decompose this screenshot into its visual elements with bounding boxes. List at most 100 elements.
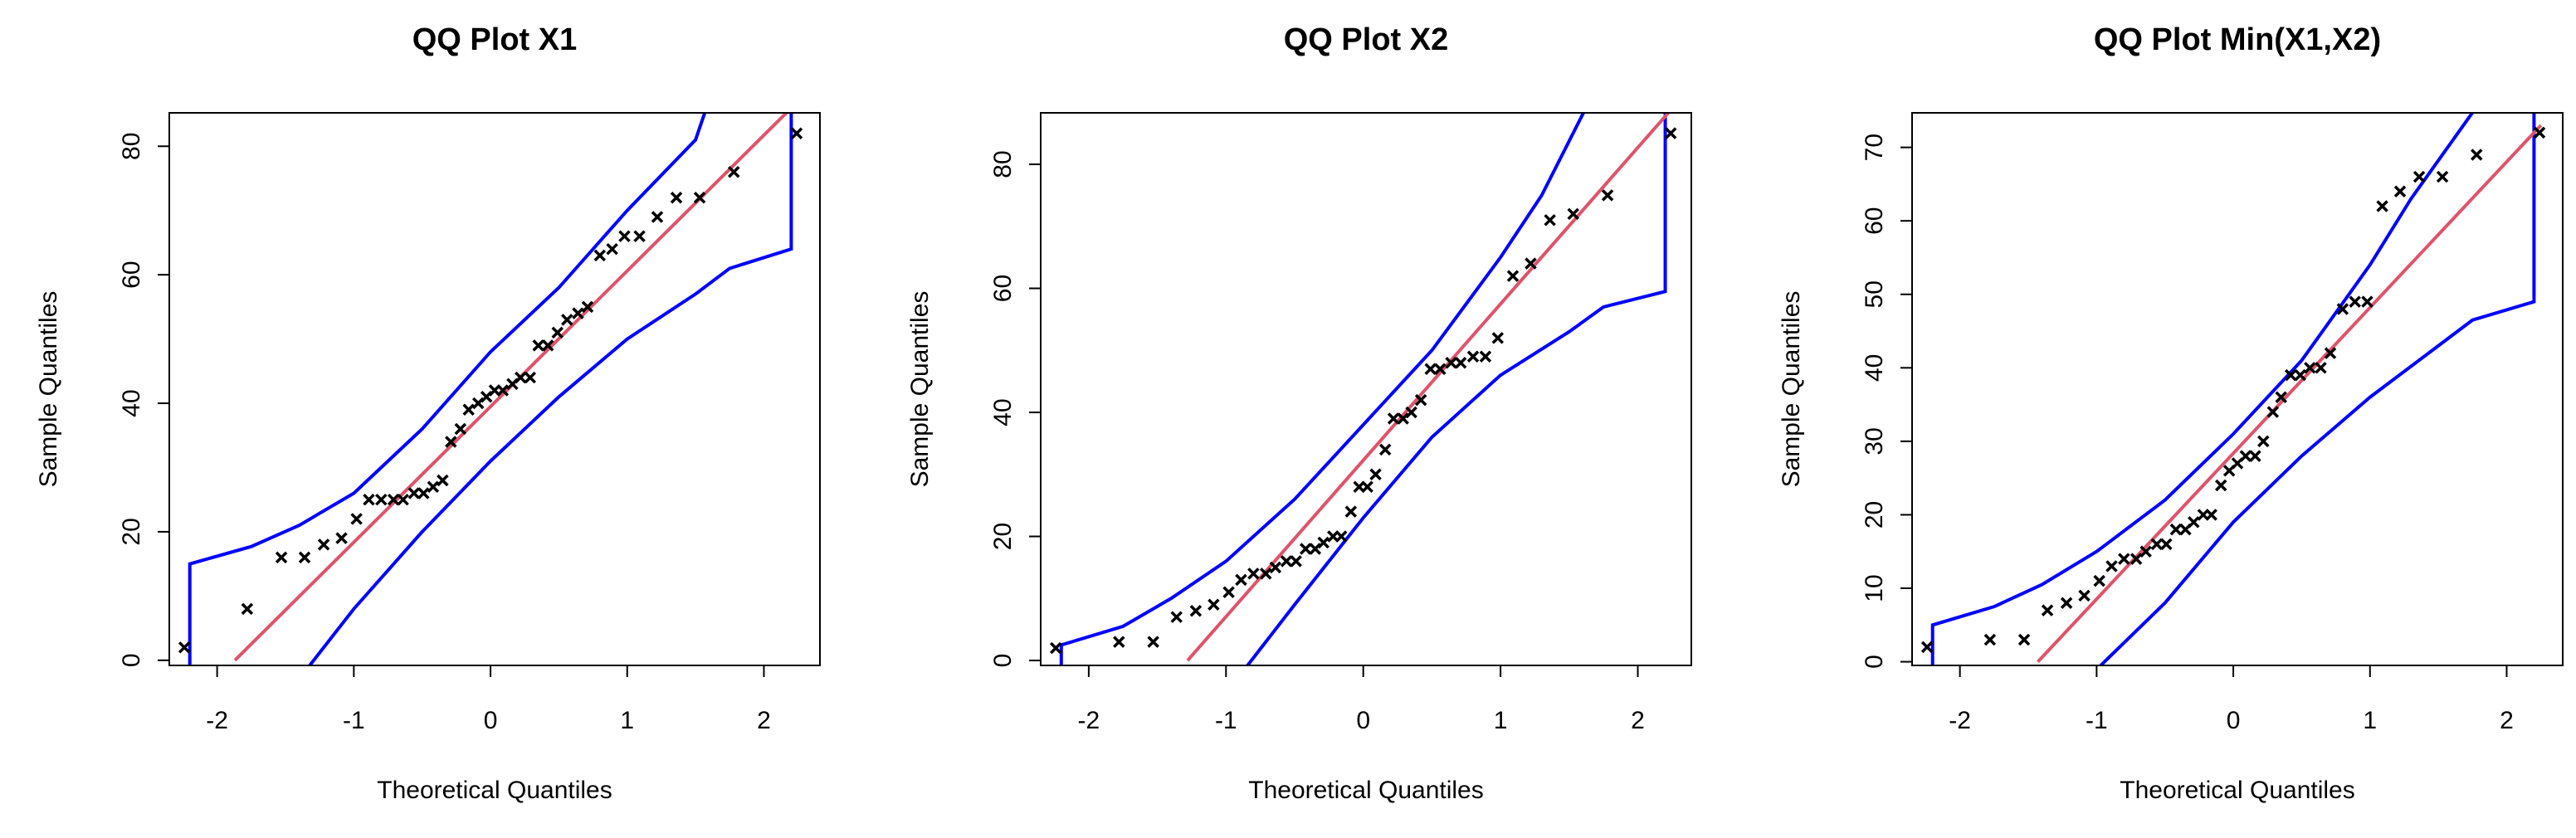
- chart-title: QQ Plot Min(X1,X2): [2094, 22, 2381, 57]
- point: [1525, 257, 1537, 270]
- y-tick-label: 20: [1861, 501, 1888, 529]
- y-tick-label: 40: [118, 389, 145, 417]
- point: [2376, 200, 2388, 212]
- point: [1567, 207, 1579, 221]
- point: [2093, 574, 2105, 587]
- point: [618, 230, 631, 242]
- point: [633, 230, 646, 242]
- point: [1601, 189, 1614, 202]
- plot-area: [178, 113, 803, 665]
- point: [2017, 633, 2031, 646]
- y-tick-label: 0: [118, 653, 145, 667]
- plot-area: [1049, 113, 1677, 665]
- y-tick-label: 60: [118, 261, 145, 288]
- point: [2324, 347, 2337, 359]
- y-tick-label: 40: [1861, 354, 1888, 382]
- y-tick-label: 70: [1861, 134, 1888, 161]
- point: [572, 307, 584, 319]
- point: [462, 403, 475, 417]
- y-axis-label: Sample Quantiles: [35, 291, 62, 488]
- upper-band: [1930, 113, 2475, 665]
- point: [1113, 636, 1125, 648]
- point: [2060, 597, 2073, 609]
- y-tick-label: 20: [118, 518, 145, 545]
- point: [1344, 505, 1358, 518]
- x-tick-label: 2: [2500, 707, 2514, 734]
- point: [1387, 412, 1400, 425]
- point: [2413, 170, 2426, 183]
- point: [2436, 170, 2449, 183]
- x-axis-label: Theoretical Quantiles: [377, 777, 612, 804]
- point: [375, 493, 388, 506]
- y-tick-label: 10: [1861, 574, 1888, 602]
- point: [2266, 406, 2280, 418]
- point: [2349, 295, 2361, 308]
- y-tick-label: 60: [989, 275, 1017, 302]
- chart-title: QQ Plot X2: [1284, 22, 1448, 57]
- lower-band: [1245, 113, 1667, 665]
- point: [1049, 641, 1062, 655]
- y-tick-label: 50: [1861, 280, 1888, 308]
- y-tick-label: 40: [989, 398, 1017, 426]
- x-axis-label: Theoretical Quantiles: [2120, 777, 2354, 804]
- point: [2239, 450, 2252, 462]
- point: [2041, 604, 2054, 616]
- point: [427, 480, 440, 493]
- x-tick-label: -2: [206, 707, 228, 734]
- point: [2118, 553, 2130, 565]
- point: [1414, 393, 1427, 407]
- point: [2361, 295, 2374, 308]
- point: [1299, 543, 1312, 555]
- point: [445, 436, 457, 448]
- plot-area: [1920, 113, 2546, 665]
- point: [1378, 443, 1392, 456]
- point: [2078, 589, 2091, 602]
- point: [178, 641, 191, 654]
- point: [2249, 450, 2261, 462]
- point: [1369, 468, 1382, 481]
- point: [2205, 509, 2217, 521]
- point: [241, 602, 254, 616]
- point: [515, 371, 527, 384]
- point: [593, 249, 607, 262]
- y-tick-label: 60: [1861, 207, 1888, 235]
- point: [1147, 636, 1159, 648]
- point: [2315, 362, 2327, 374]
- point: [2336, 303, 2349, 315]
- point: [335, 532, 348, 544]
- point: [670, 191, 683, 204]
- point: [541, 339, 554, 352]
- point: [454, 422, 467, 436]
- point: [2304, 362, 2316, 374]
- y-tick-label: 0: [1861, 655, 1888, 669]
- point: [1454, 356, 1467, 369]
- point: [1247, 568, 1260, 580]
- x-tick-label: 1: [620, 707, 634, 734]
- point: [1664, 127, 1677, 139]
- x-tick-label: -1: [343, 707, 365, 734]
- x-tick-label: -2: [1078, 707, 1100, 734]
- point: [2169, 523, 2183, 536]
- qq-line: [1186, 113, 1671, 662]
- point: [2160, 538, 2173, 551]
- point: [2105, 560, 2118, 572]
- qq-plot: QQ Plot X2 Theoretical Quantiles Sample Qu…: [906, 22, 1692, 804]
- point: [727, 166, 740, 178]
- point: [2285, 368, 2297, 382]
- x-axis-label: Theoretical Quantiles: [1248, 777, 1483, 804]
- point: [2139, 545, 2152, 558]
- x-tick-label: 0: [1356, 707, 1370, 734]
- qq-plot: QQ Plot Min(X1,X2) Theoretical Quantiles S…: [1778, 22, 2564, 804]
- chart-title: QQ Plot X1: [412, 22, 577, 57]
- y-tick-label: 80: [118, 133, 145, 160]
- point: [532, 339, 544, 352]
- point: [606, 242, 618, 256]
- point: [524, 371, 537, 384]
- point: [1506, 270, 1520, 282]
- point: [2130, 553, 2143, 565]
- point: [496, 384, 510, 397]
- point: [2150, 538, 2164, 551]
- point: [350, 513, 363, 525]
- y-tick-label: 20: [989, 523, 1017, 550]
- point: [397, 493, 409, 506]
